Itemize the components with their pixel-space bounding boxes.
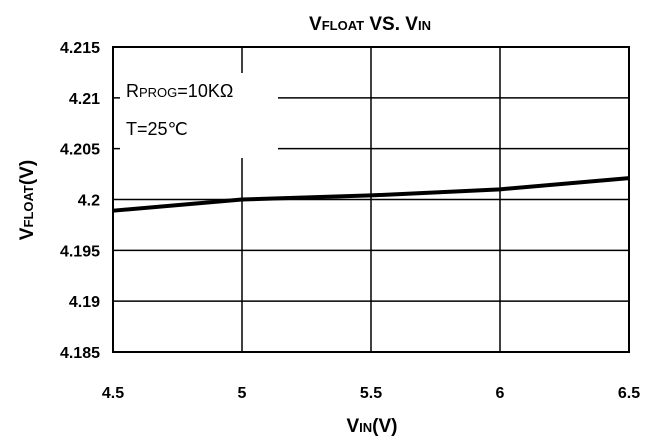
series-line <box>112 176 630 213</box>
annotation-temp: T=25℃ <box>126 119 188 139</box>
x-tick-label: 6 <box>496 385 505 402</box>
y-tick-label: 4.19 <box>69 294 100 311</box>
y-axis-label: VFLOAT(V) <box>17 160 38 240</box>
x-axis-label: VIN(V) <box>346 416 397 437</box>
series-group <box>112 176 630 213</box>
y-tick-label: 4.2 <box>78 193 100 210</box>
annotation-rprog: RPROG=10KΩ <box>126 81 233 101</box>
y-tick-label: 4.215 <box>60 40 100 57</box>
x-tick-labels: 4.5 5 5.5 6 6.5 <box>102 385 640 402</box>
annotation-box <box>120 73 278 158</box>
y-tick-label: 4.195 <box>60 243 100 260</box>
x-tick-label: 4.5 <box>102 385 124 402</box>
y-tick-label: 4.185 <box>60 345 100 362</box>
y-tick-label: 4.21 <box>69 91 100 108</box>
plot-area <box>112 46 630 353</box>
chart-title: VFLOAT VS. VIN <box>309 14 431 35</box>
x-tick-label: 5 <box>238 385 247 402</box>
x-tick-label: 6.5 <box>618 385 640 402</box>
y-tick-labels: 4.215 4.21 4.205 4.2 4.195 4.19 4.185 <box>60 40 100 362</box>
y-tick-label: 4.205 <box>60 142 100 159</box>
x-tick-label: 5.5 <box>360 385 382 402</box>
